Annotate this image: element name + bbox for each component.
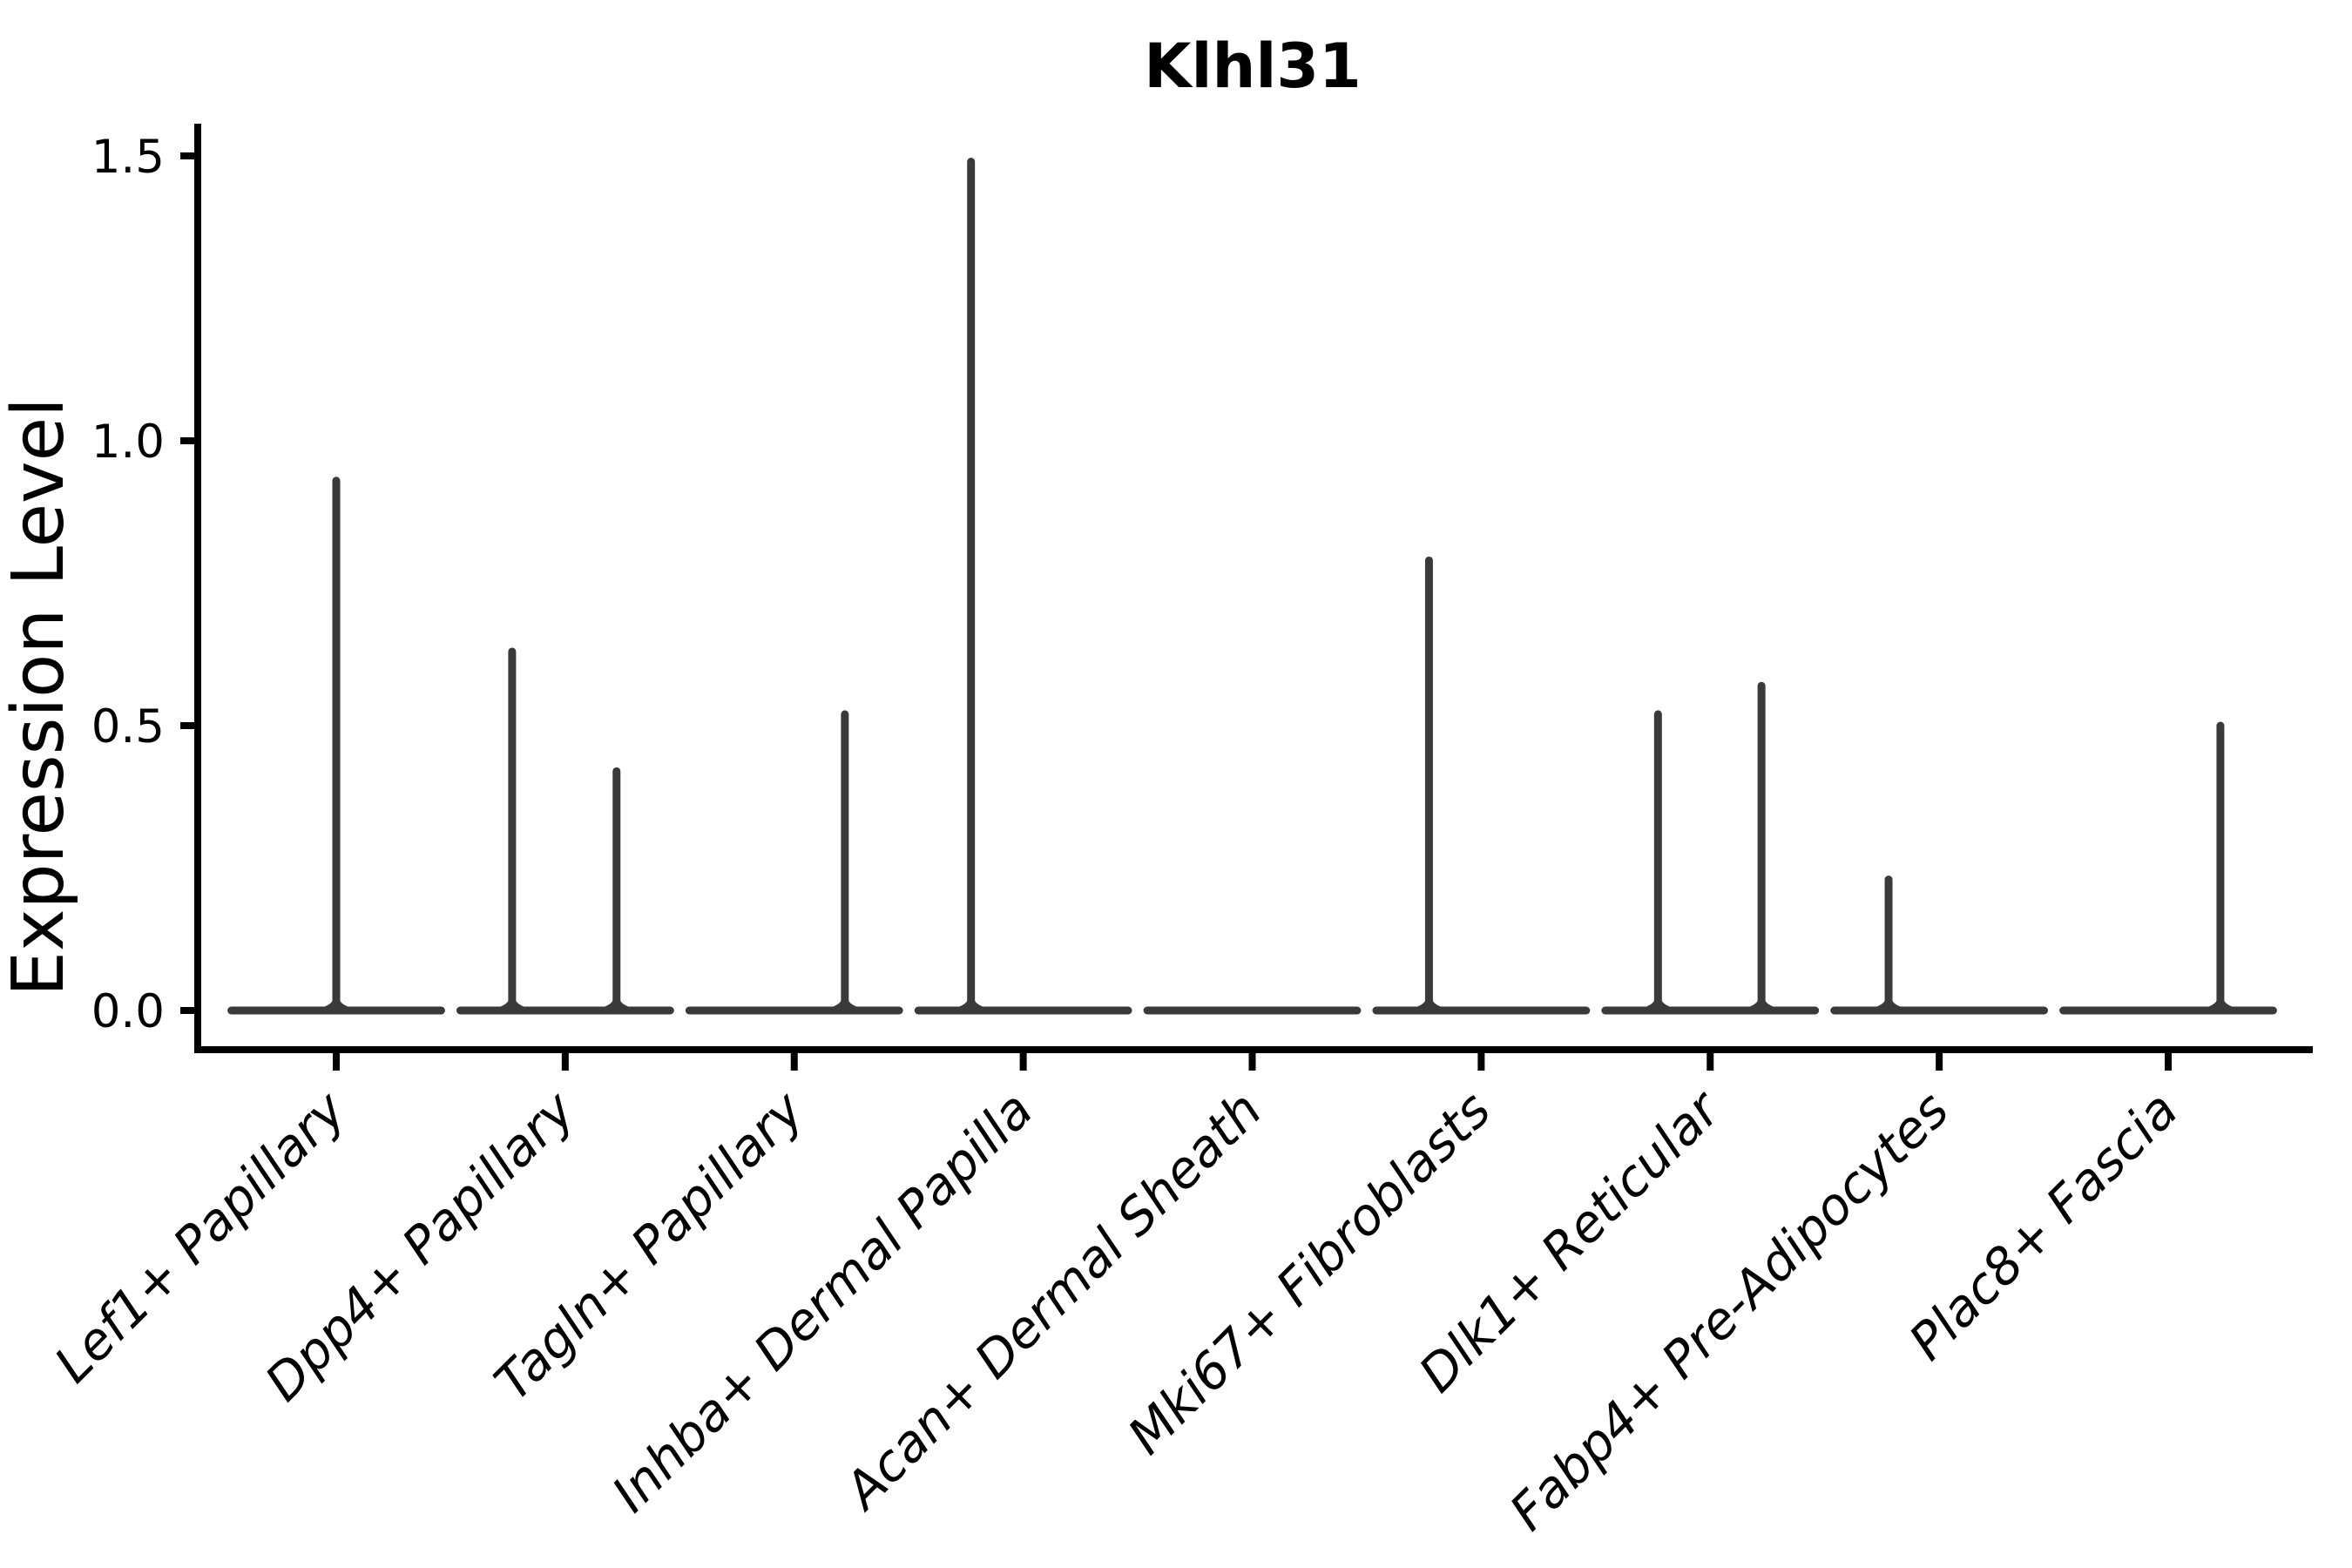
y-tick-label: 0.0 bbox=[91, 985, 165, 1038]
x-category-label: Inhba+ Dermal Papilla bbox=[600, 1080, 1044, 1524]
x-category-label: Acan+ Dermal Sheath bbox=[831, 1080, 1274, 1523]
chart-title: Klhl31 bbox=[1144, 30, 1361, 102]
y-axis-label: Expression Level bbox=[0, 397, 80, 997]
axis-spines bbox=[194, 124, 2313, 1053]
y-tick-label: 1.0 bbox=[91, 416, 165, 469]
x-category-label: Fabp4+ Pre-Adipocytes bbox=[1498, 1080, 1960, 1542]
violin-layer bbox=[227, 158, 2277, 1015]
axes-layer bbox=[180, 124, 2313, 1071]
y-tick-label: 0.5 bbox=[91, 700, 165, 754]
y-tick-label: 1.5 bbox=[91, 131, 165, 184]
